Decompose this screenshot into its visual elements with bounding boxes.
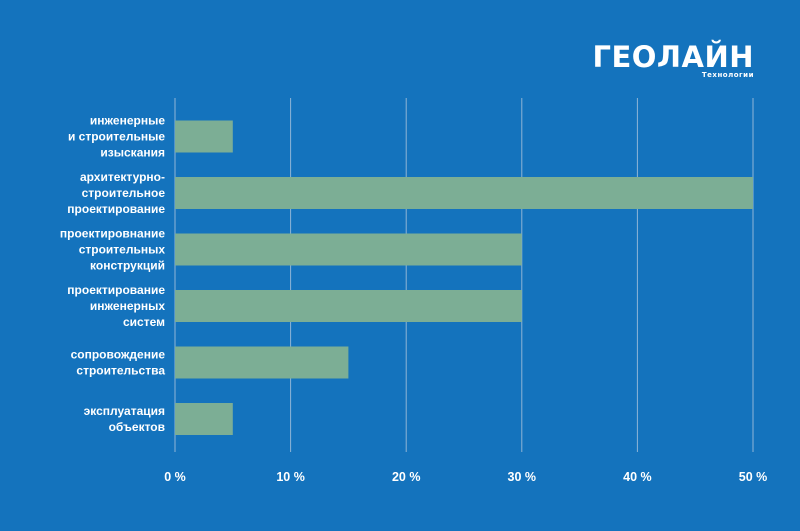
category-label-line: изыскания	[100, 146, 165, 160]
x-tick-label: 30 %	[508, 470, 537, 484]
category-label-line: проектировнание	[60, 227, 165, 241]
bar	[175, 177, 753, 209]
x-tick-label: 50 %	[739, 470, 768, 484]
category-label-line: сопровождение	[71, 348, 166, 362]
x-tick-labels: 0 % 10 % 20 % 30 % 40 % 50 %	[164, 470, 767, 484]
category-label: проектирование инженерных систем	[67, 283, 165, 329]
company-logo: ГЕОЛАЙН Технологии	[592, 42, 754, 79]
category-label: сопровождение строительства	[71, 348, 166, 378]
category-label-line: конструкций	[90, 259, 165, 273]
category-labels: инженерные и строительные изыскания архитек…	[60, 114, 165, 435]
logo-name: ГЕОЛАЙН	[592, 40, 754, 74]
bar	[175, 346, 349, 379]
x-tick-label: 0 %	[164, 470, 186, 484]
category-label-line: инженерных	[90, 299, 165, 313]
category-label-line: проектирование	[67, 202, 165, 216]
category-label: эксплуатация объектов	[84, 404, 165, 434]
category-label-line: и строительные	[68, 130, 165, 144]
logo-tagline: Технологии	[701, 71, 754, 79]
category-label-line: эксплуатация	[84, 404, 165, 418]
category-label-line: объектов	[109, 420, 165, 434]
category-label-line: строительное	[82, 186, 166, 200]
category-label: инженерные и строительные изыскания	[68, 114, 165, 160]
category-label: архитектурно-строительное проектирование	[67, 170, 165, 216]
bar	[175, 290, 522, 322]
category-label: проектировнание строительных конструкций	[60, 227, 165, 273]
category-label-line: строительных	[79, 243, 166, 257]
bars	[175, 120, 753, 435]
bar	[175, 403, 233, 435]
bar	[175, 120, 233, 153]
category-label-line: систем	[123, 315, 165, 329]
bar	[175, 233, 522, 266]
category-label-line: строительства	[76, 364, 165, 378]
x-tick-label: 40 %	[623, 470, 652, 484]
x-tick-label: 10 %	[276, 470, 305, 484]
grid-lines	[174, 98, 754, 452]
x-tick-label: 20 %	[392, 470, 421, 484]
category-label-line: инженерные	[90, 114, 165, 128]
category-label-line: архитектурно-	[80, 170, 165, 184]
category-label-line: проектирование	[67, 283, 165, 297]
